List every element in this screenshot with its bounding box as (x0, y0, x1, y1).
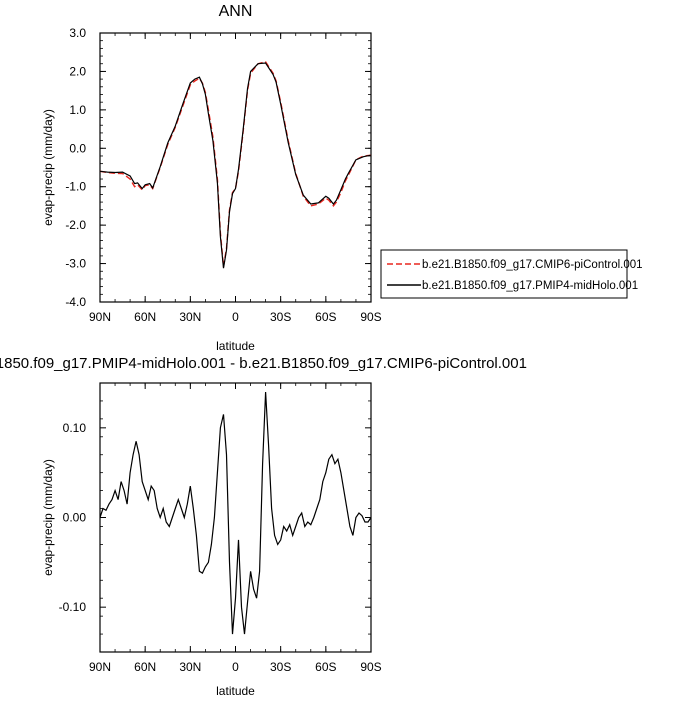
x-tick-label: 60S (315, 660, 336, 674)
legend-entry-2: b.e21.B1850.f09_g17.PMIP4-midHolo.001 (422, 280, 638, 292)
y-tick-label: 1.0 (69, 103, 86, 117)
y-tick-label: 0.10 (63, 421, 87, 435)
series-line-1 (99, 391, 372, 635)
x-tick-label: 90N (89, 660, 111, 674)
x-tick-label: 30N (179, 660, 201, 674)
x-tick-label: 30N (179, 310, 201, 324)
top-panel: ANN 90N 60N 30N 0 30S 60S 90S 3.0 2.0 1.0 0.0 -1.0 -2… (41, 3, 382, 353)
y-tick-label: 3.0 (69, 26, 86, 40)
x-tick-label: 60N (134, 310, 156, 324)
x-tick-label: 60S (315, 310, 336, 324)
plot-frame (99, 382, 372, 653)
chart-title: b.e21.B1850.f09_g17.PMIP4-midHolo.001 - … (0, 355, 527, 372)
bottom-panel: b.e21.B1850.f09_g17.PMIP4-midHolo.001 - … (0, 355, 527, 698)
plot-frame (99, 32, 372, 303)
x-tick-label: 0 (232, 310, 239, 324)
y-tick-label: -0.10 (59, 600, 87, 614)
y-tick-label: -4.0 (65, 295, 86, 309)
y-tick-label: 0.0 (69, 141, 86, 155)
y-tick-label: 2.0 (69, 64, 86, 78)
series-line-1 (99, 60, 372, 267)
x-tick-label: 0 (232, 660, 239, 674)
y-tick-label: 0.00 (63, 511, 87, 525)
x-tick-label: 90S (360, 660, 381, 674)
y-tick-label: -3.0 (65, 257, 86, 271)
legend-box (380, 249, 628, 299)
y-tick-label: -1.0 (65, 180, 86, 194)
y-tick-label: -2.0 (65, 218, 86, 232)
y-axis-label: evap-precip (mm/day) (41, 109, 55, 226)
legend: b.e21.B1850.f09_g17.CMIP6-piControl.001b… (380, 249, 643, 299)
x-tick-label: 30S (270, 660, 291, 674)
x-axis-label: latitude (216, 684, 255, 698)
x-tick-label: 60N (134, 660, 156, 674)
x-tick-label: 90S (360, 310, 381, 324)
legend-entry-1: b.e21.B1850.f09_g17.CMIP6-piControl.001 (422, 259, 643, 271)
x-tick-label: 30S (270, 310, 291, 324)
series-line-2 (99, 62, 372, 269)
x-axis-label: latitude (216, 339, 255, 353)
chart-title: ANN (219, 3, 253, 20)
x-tick-label: 90N (89, 310, 111, 324)
y-axis-label: evap-precip (mm/day) (41, 459, 55, 576)
